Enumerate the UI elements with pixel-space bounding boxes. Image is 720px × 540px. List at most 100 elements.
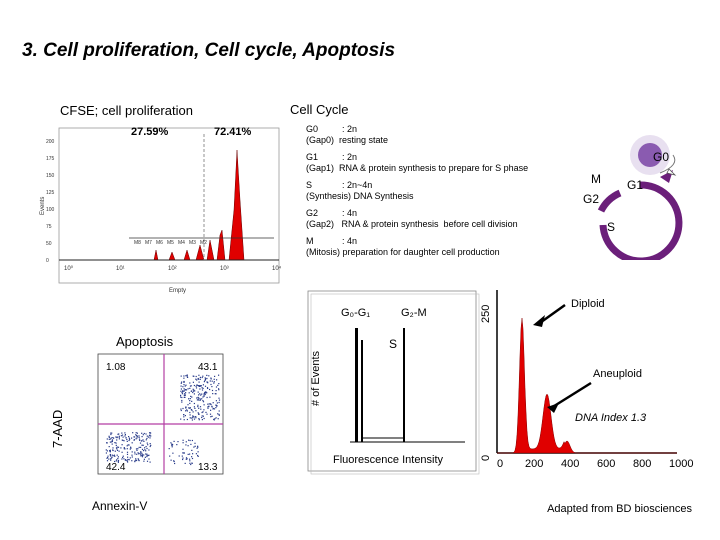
event-dot xyxy=(202,384,204,386)
event-dot xyxy=(135,448,138,450)
event-dot xyxy=(218,374,220,376)
event-dot xyxy=(218,397,220,399)
event-dot xyxy=(180,396,182,398)
event-dot xyxy=(189,382,191,384)
event-dot xyxy=(210,416,212,418)
event-dot xyxy=(185,407,187,409)
event-dot xyxy=(218,388,220,390)
event-dot xyxy=(146,454,148,456)
event-dot xyxy=(192,416,194,418)
event-dot xyxy=(184,389,186,391)
event-dot xyxy=(124,448,126,450)
event-dot xyxy=(183,381,185,383)
event-dot xyxy=(123,458,125,460)
event-dot xyxy=(218,389,220,391)
event-dot xyxy=(112,447,114,449)
event-dot xyxy=(203,409,205,411)
event-dot xyxy=(189,385,192,387)
event-dot xyxy=(202,401,205,403)
event-dot xyxy=(183,384,185,386)
event-dot xyxy=(187,404,189,406)
cfse-xtick: 10⁴ xyxy=(272,265,282,272)
event-dot xyxy=(148,454,150,456)
event-dot xyxy=(181,381,183,383)
event-dot xyxy=(129,438,131,440)
cycle-phase-m: M: 4n (Mitosis) preparation for daughter … xyxy=(306,236,576,258)
event-dot xyxy=(213,382,215,384)
event-dot xyxy=(204,393,206,396)
event-dot xyxy=(182,391,184,393)
event-dot xyxy=(195,453,197,455)
event-dot xyxy=(193,375,195,377)
event-dot xyxy=(178,455,180,457)
event-dot xyxy=(191,419,193,421)
event-dot xyxy=(180,382,182,384)
dna-xtick: 0 xyxy=(497,458,503,470)
event-dot xyxy=(145,450,147,452)
event-dot xyxy=(181,396,183,399)
cfse-plot-svg: 0 50 75 100 125 150 175 200 27.59% 72.41% M8 M7 M… xyxy=(40,126,282,294)
cycle-phase-name: G1 xyxy=(306,152,319,162)
event-dot xyxy=(140,446,142,448)
event-dot xyxy=(200,408,202,410)
cfse-ytick: 0 xyxy=(46,258,49,264)
event-dot xyxy=(199,385,202,387)
event-dot xyxy=(108,458,110,460)
event-dot xyxy=(142,450,145,452)
event-dot xyxy=(201,416,203,419)
event-dot xyxy=(198,374,200,376)
event-dot xyxy=(109,454,111,456)
cycle-phase-heading: M: 4n xyxy=(306,236,576,247)
event-dot xyxy=(148,458,150,460)
event-dot xyxy=(183,390,185,392)
event-dot xyxy=(135,438,137,440)
event-dot xyxy=(193,446,195,448)
event-dot xyxy=(134,436,136,438)
event-dot xyxy=(209,403,212,405)
event-dot xyxy=(147,444,149,446)
event-dot xyxy=(206,387,209,389)
event-dot xyxy=(185,389,188,391)
event-dot xyxy=(198,394,200,396)
event-dot xyxy=(141,452,143,454)
event-dot xyxy=(139,442,142,444)
event-dot xyxy=(123,440,125,442)
event-dot xyxy=(215,407,217,409)
event-dot xyxy=(117,433,119,435)
event-dot xyxy=(110,459,112,461)
event-dot xyxy=(138,435,140,437)
event-dot xyxy=(120,447,122,449)
event-dot xyxy=(180,418,182,420)
event-dot xyxy=(189,402,191,404)
event-dot xyxy=(182,448,184,450)
event-dot xyxy=(135,432,137,434)
event-dot xyxy=(196,379,198,381)
cycle-phase-heading: G2: 4n xyxy=(306,208,576,219)
event-dot xyxy=(184,385,186,387)
g0-arrowhead xyxy=(666,168,677,176)
event-dot xyxy=(208,375,210,377)
event-dot xyxy=(110,432,112,434)
event-dot xyxy=(213,381,215,383)
event-dot xyxy=(111,439,114,441)
event-dot xyxy=(121,432,123,434)
event-dot xyxy=(114,450,116,452)
event-dot xyxy=(188,392,190,394)
event-dot xyxy=(131,437,133,439)
event-dot xyxy=(218,401,220,404)
cfse-xlabel: Empty xyxy=(169,288,186,294)
event-dot xyxy=(118,436,120,438)
event-dot xyxy=(136,437,138,439)
event-dot xyxy=(184,415,186,417)
event-dot xyxy=(135,458,137,460)
event-dot xyxy=(171,443,173,445)
event-dot xyxy=(186,376,188,378)
event-dot xyxy=(141,454,144,456)
cycle-phase-heading: G1: 2n xyxy=(306,152,576,163)
event-dot xyxy=(215,386,218,388)
event-dot xyxy=(215,400,217,402)
event-dot xyxy=(114,442,116,444)
g0-path xyxy=(659,154,676,174)
cfse-gate-label: M8 xyxy=(134,240,141,246)
event-dot xyxy=(190,443,192,445)
